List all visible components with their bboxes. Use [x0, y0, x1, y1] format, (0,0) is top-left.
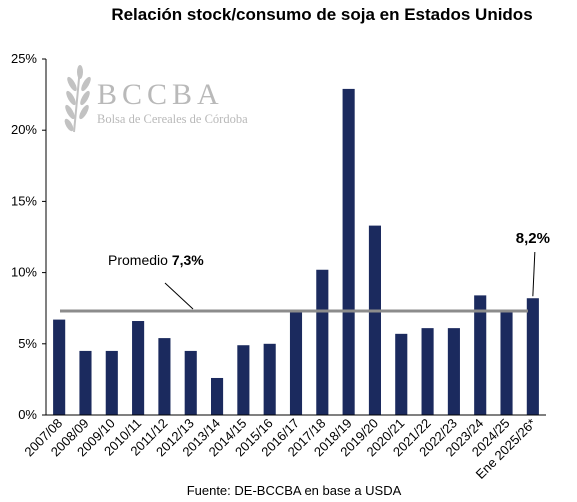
bar — [316, 269, 329, 415]
bar — [421, 328, 434, 415]
x-axis: 2007/082008/092009/102010/112011/122012/… — [21, 414, 546, 482]
bar — [105, 350, 118, 415]
source-note: Fuente: DE-BCCBA en base a USDA — [187, 483, 402, 498]
bar — [184, 350, 197, 415]
chart-title: Relación stock/consumo de soja en Estado… — [111, 5, 532, 24]
watermark-subtitle: Bolsa de Cereales de Córdoba — [97, 112, 248, 126]
bar — [79, 350, 92, 415]
y-tick-label: 10% — [11, 265, 37, 280]
bar — [500, 312, 513, 415]
watermark-logo: BCCBA Bolsa de Cereales de Córdoba — [64, 65, 248, 133]
bar — [263, 343, 276, 415]
bar — [526, 298, 539, 415]
average-line-group: Promedio 7,3% 8,2% — [60, 230, 550, 313]
bars — [53, 88, 539, 416]
y-tick-label: 20% — [11, 122, 37, 137]
last-bar-label: 8,2% — [516, 230, 550, 247]
last-bar-leader-line — [532, 251, 536, 297]
bar — [158, 338, 171, 415]
bar — [53, 319, 66, 415]
bar — [237, 345, 250, 415]
average-label: Promedio 7,3% — [108, 252, 204, 268]
bar — [211, 377, 224, 415]
bar — [368, 225, 381, 415]
watermark-text: BCCBA — [97, 78, 224, 111]
bar — [289, 311, 303, 415]
y-tick-label: 0% — [18, 407, 37, 422]
bar — [342, 88, 355, 416]
average-leader-line — [164, 282, 194, 310]
y-axis: 0% 5% 10% 15% 20% 25% — [11, 51, 47, 422]
bar — [474, 295, 487, 415]
bar — [395, 333, 408, 415]
y-tick-label: 5% — [18, 336, 37, 351]
wheat-icon — [64, 65, 91, 133]
y-tick-label: 15% — [11, 193, 37, 208]
bar — [447, 328, 460, 415]
y-tick-label: 25% — [11, 51, 37, 66]
bar — [132, 321, 145, 415]
